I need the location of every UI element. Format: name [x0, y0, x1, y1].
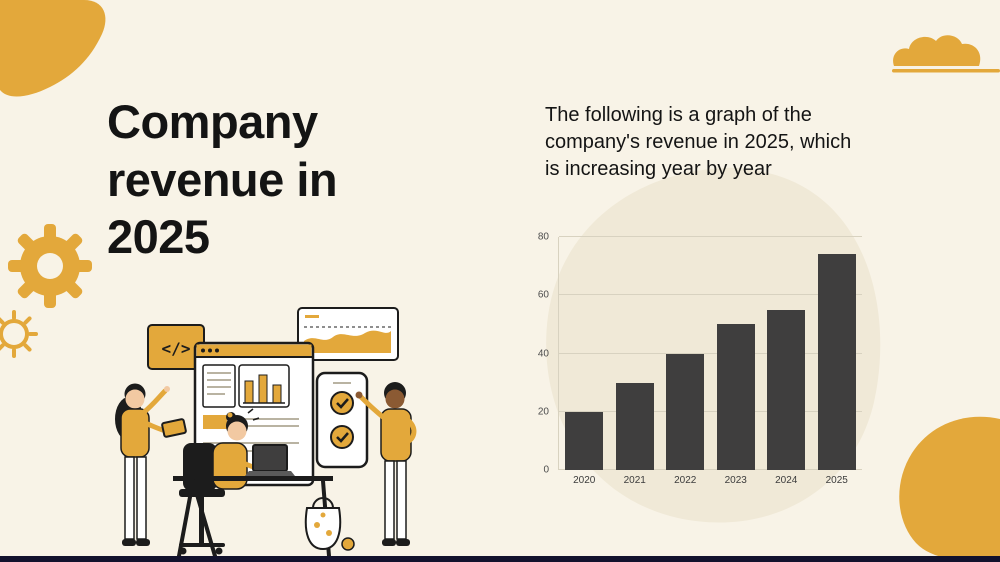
x-axis-tick-label: 2024 — [775, 475, 798, 486]
x-axis-tick-label: 2021 — [623, 475, 646, 486]
bar-2025 — [817, 254, 856, 470]
bar-2020 — [565, 411, 604, 470]
gridline — [559, 410, 862, 412]
bar-chart-bars: 2020 2021 2022 2023 2024 2025 — [559, 237, 863, 486]
bar-column: 2025 — [812, 237, 863, 486]
team-illustration: </> — [115, 307, 417, 558]
laptop-icon — [245, 444, 295, 476]
y-axis-tick-label: 40 — [537, 348, 549, 359]
bar-chart-grid — [559, 236, 862, 470]
y-axis-tick-label: 80 — [537, 231, 549, 243]
browser-window — [193, 341, 315, 487]
gridline — [559, 294, 862, 296]
bar-column: 2024 — [761, 237, 812, 486]
gear-icon — [8, 224, 92, 308]
mini-chart-window — [297, 307, 399, 361]
small-gear-icon — [0, 310, 38, 358]
y-axis-tick-label: 20 — [537, 406, 549, 418]
slide-description: The following is a graph of the company'… — [545, 104, 852, 181]
standing-woman — [115, 383, 187, 546]
bar-chart-ylabels: 0 20 40 60 80 — [528, 232, 554, 476]
standing-man — [355, 382, 417, 546]
bar-2021 — [615, 382, 654, 470]
code-tag-text: </> — [162, 339, 191, 358]
code-window-icon: </> — [147, 324, 205, 370]
x-axis-tick-label: 2022 — [674, 475, 697, 486]
cloud-icon — [892, 35, 1000, 73]
gridline — [559, 236, 862, 237]
bar-column: 2022 — [660, 237, 711, 486]
revenue-bar-chart: 0 20 40 60 80 2020 2021 2022 2023 2024 2025 — [528, 231, 862, 492]
footer-bar — [0, 556, 1000, 562]
bar-chart-plot: 2020 2021 2022 2023 2024 2025 — [558, 236, 863, 486]
seated-person — [212, 408, 295, 490]
bottom-right-blob — [899, 416, 1000, 562]
bag — [304, 497, 355, 551]
bar-2024 — [767, 309, 806, 470]
y-axis-tick-label: 0 — [543, 464, 549, 476]
office-chair — [179, 443, 225, 555]
x-axis-tick-label: 2025 — [825, 475, 848, 486]
x-axis-tick-label: 2023 — [724, 475, 747, 486]
bar-2023 — [716, 324, 755, 470]
bar-column: 2021 — [610, 237, 661, 486]
desk — [173, 476, 333, 558]
bar-column: 2023 — [711, 237, 762, 486]
checklist-panel — [315, 371, 369, 469]
x-axis-tick-label: 2020 — [573, 475, 596, 486]
bar-2022 — [666, 353, 705, 470]
bar-column: 2020 — [559, 237, 610, 486]
y-axis-tick-label: 60 — [537, 289, 549, 301]
corner-blob — [0, 0, 106, 97]
page-title: Company revenue in 2025 — [107, 95, 338, 264]
gridline — [559, 469, 862, 470]
gridline — [559, 352, 862, 354]
